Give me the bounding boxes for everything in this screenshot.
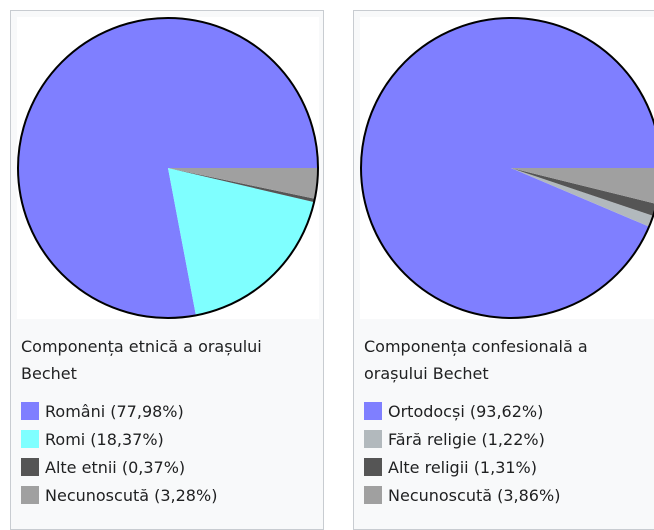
chart-panel: Componența etnică a orașului Bechet Român… — [10, 10, 324, 530]
chart-panel: Componența confesională a orașului Beche… — [353, 10, 654, 530]
pie-slice — [361, 18, 654, 318]
legend-label: Romi (18,37%) — [45, 429, 164, 449]
pie-area — [360, 17, 654, 319]
legend-swatch — [21, 458, 39, 476]
pie-outline — [360, 17, 654, 319]
legend-swatch — [21, 486, 39, 504]
pie-slice — [511, 168, 654, 227]
pie-slice — [168, 168, 315, 203]
legend-item: Fără religie (1,22%) — [364, 425, 560, 453]
legend-label: Necunoscută (3,86%) — [388, 485, 561, 505]
pie-slice — [168, 168, 318, 199]
legend-swatch — [364, 458, 382, 476]
page: Componența etnică a orașului Bechet Român… — [10, 10, 654, 530]
legend-item: Ortodocși (93,62%) — [364, 397, 560, 425]
legend-item: Necunoscută (3,28%) — [21, 481, 217, 509]
legend-swatch — [21, 430, 39, 448]
legend-item: Romi (18,37%) — [21, 425, 217, 453]
pie-area — [17, 17, 319, 319]
pie-chart — [17, 17, 319, 319]
legend: Români (77,98%) Romi (18,37%) Alte etnii (… — [21, 397, 217, 509]
legend-swatch — [364, 486, 382, 504]
chart-title: Componența confesională a orașului Beche… — [364, 337, 588, 383]
legend-item: Alte religii (1,31%) — [364, 453, 560, 481]
legend-label: Ortodocși (93,62%) — [388, 401, 544, 421]
pie-slice — [511, 168, 654, 204]
legend-label: Necunoscută (3,28%) — [45, 485, 218, 505]
pie-outline — [17, 17, 319, 319]
pie-chart — [360, 17, 654, 319]
legend-label: Români (77,98%) — [45, 401, 184, 421]
legend: Ortodocși (93,62%) Fără religie (1,22%) Al… — [364, 397, 560, 509]
chart-title: Componența etnică a orașului Bechet — [21, 337, 262, 383]
legend-item: Alte etnii (0,37%) — [21, 453, 217, 481]
legend-swatch — [364, 402, 382, 420]
legend-item: Români (77,98%) — [21, 397, 217, 425]
legend-swatch — [21, 402, 39, 420]
legend-item: Necunoscută (3,86%) — [364, 481, 560, 509]
legend-swatch — [364, 430, 382, 448]
pie-slice — [168, 168, 315, 316]
pie-slice — [511, 168, 654, 216]
legend-label: Alte etnii (0,37%) — [45, 457, 186, 477]
legend-label: Fără religie (1,22%) — [388, 429, 545, 449]
legend-label: Alte religii (1,31%) — [388, 457, 537, 477]
